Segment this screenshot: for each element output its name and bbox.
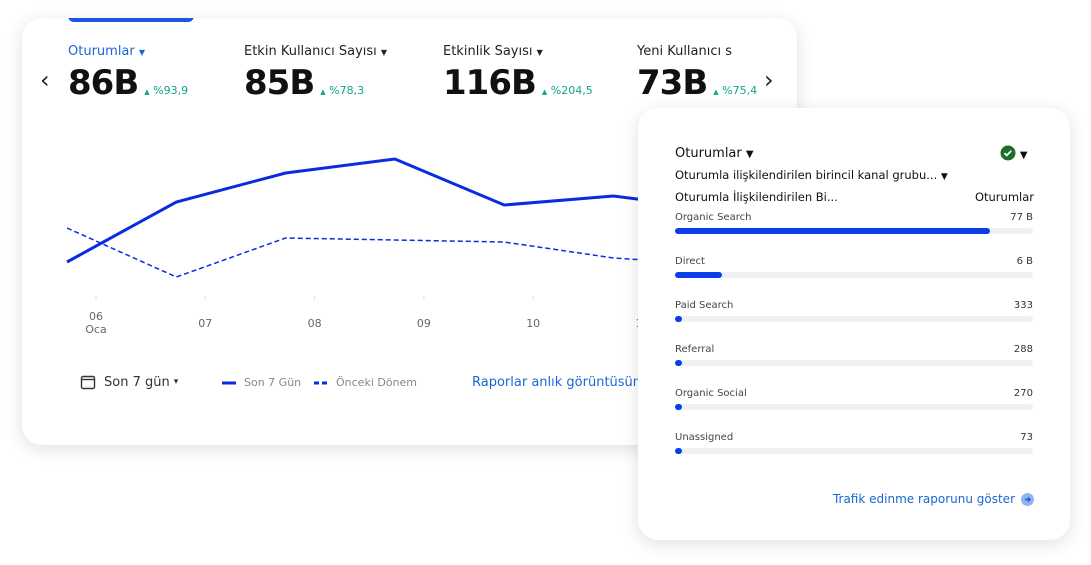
x-tick-label: 08 (307, 317, 322, 330)
traffic-report-label: Trafik edinme raporunu göster (832, 492, 1015, 506)
channel-value: 270 (1013, 388, 1033, 399)
channel-bar-fill (675, 360, 682, 366)
channel-value: 77 B (1010, 212, 1033, 223)
metric-value: 85B (244, 63, 315, 103)
metric-value: 116B (443, 63, 537, 103)
chevron-left-icon[interactable]: ‹ (40, 66, 50, 94)
x-tick-label: 10 (526, 317, 541, 330)
legend-current: Son 7 Gün (222, 376, 301, 389)
channel-bar-fill (675, 448, 682, 454)
metric-label: Yeni Kullanıcı s (637, 44, 733, 59)
metric-label: Oturumlar ▼ (68, 44, 146, 59)
arrow-up-icon: ▲ (320, 88, 326, 96)
channel-label: Direct (675, 256, 705, 267)
metric-change: ▲ %93,9 (144, 84, 189, 97)
metric-selector-label: Oturumlar (675, 146, 742, 161)
metric-change: ▲ %78,3 (320, 84, 365, 97)
channel-label: Organic Search (675, 212, 752, 223)
metric-value: 73B (637, 63, 708, 103)
channel-bar-track (675, 272, 1033, 278)
solid-line-icon (222, 381, 236, 384)
channel-label: Organic Social (675, 388, 747, 399)
channel-row[interactable]: Referral 288 (675, 344, 1033, 366)
metric-change: ▲ %204,5 (541, 84, 593, 97)
channel-card: Oturumlar ▼ ▼ Oturumla ilişkilendirilen … (638, 108, 1070, 540)
channel-row[interactable]: Paid Search 333 (675, 300, 1033, 322)
metric-0[interactable]: Oturumlar ▼ 86B ▲ %93,9 (68, 44, 188, 103)
metric-value: 86B (68, 63, 139, 103)
channel-bar-track (675, 316, 1033, 322)
date-range-label: Son 7 gün (104, 374, 170, 390)
status-menu[interactable]: ▼ (1000, 145, 1028, 164)
channel-row[interactable]: Organic Search 77 B (675, 212, 1033, 234)
arrow-up-icon: ▲ (144, 88, 150, 96)
channel-bar-track (675, 360, 1033, 366)
channel-value: 288 (1013, 344, 1033, 355)
legend-previous: Önceki Dönem (314, 376, 417, 389)
date-range-selector[interactable]: Son 7 gün ▾ (80, 374, 178, 390)
metric-selector[interactable]: Oturumlar ▼ (675, 146, 754, 161)
metric-change: ▲ %75,4 (713, 84, 758, 97)
metric-label: Etkin Kullanıcı Sayısı ▼ (244, 44, 388, 59)
channel-bar-fill (675, 316, 682, 322)
caret-down-icon: ▼ (1019, 150, 1028, 161)
metric-2[interactable]: Etkinlik Sayısı ▼ 116B ▲ %204,5 (443, 44, 593, 103)
arrow-circle-icon (1021, 492, 1034, 506)
legend-previous-label: Önceki Dönem (336, 376, 418, 389)
legend-current-label: Son 7 Gün (244, 376, 302, 389)
column-metric: Oturumlar (974, 190, 1034, 204)
channel-bar-track (675, 448, 1033, 454)
dimension-selector-label: Oturumla ilişkilendirilen birincil kanal… (675, 168, 938, 182)
caret-down-icon: ▼ (745, 149, 754, 160)
snapshot-link[interactable]: Raporlar anlık görüntüsün (472, 375, 642, 390)
caret-down-icon: ▼ (380, 48, 388, 57)
channel-value: 333 (1013, 300, 1033, 311)
channel-value: 73 (1020, 432, 1033, 443)
x-tick-label: 07 (198, 317, 213, 330)
caret-down-icon: ▾ (173, 377, 179, 387)
metric-3[interactable]: Yeni Kullanıcı s 73B ▲ %75,4 (637, 44, 757, 103)
active-tab-indicator (68, 18, 194, 22)
x-tick-label: 09 (416, 317, 431, 330)
channel-row[interactable]: Organic Social 270 (675, 388, 1033, 410)
caret-down-icon: ▼ (940, 172, 948, 182)
channel-bar-track (675, 228, 1033, 234)
channel-label: Referral (675, 344, 715, 355)
metric-label: Etkinlik Sayısı ▼ (443, 44, 543, 59)
traffic-report-link[interactable]: Trafik edinme raporunu göster (833, 492, 1034, 506)
caret-down-icon: ▼ (138, 48, 146, 57)
chevron-right-icon[interactable]: › (764, 66, 774, 94)
dashed-line-icon (314, 381, 328, 384)
channel-label: Unassigned (675, 432, 734, 443)
channel-bar-fill (675, 228, 991, 234)
channel-bar-track (675, 404, 1033, 410)
series-line-current (66, 157, 723, 264)
calendar-icon (80, 375, 96, 390)
arrow-up-icon: ▲ (713, 88, 719, 96)
dimension-selector[interactable]: Oturumla ilişkilendirilen birincil kanal… (675, 168, 948, 182)
channel-bar-fill (675, 404, 682, 410)
column-dimension: Oturumla İlişkilendirilen Bi... (675, 190, 838, 204)
channel-value: 6 B (1016, 256, 1033, 267)
metric-1[interactable]: Etkin Kullanıcı Sayısı ▼ 85B ▲ %78,3 (244, 44, 387, 103)
channel-row[interactable]: Unassigned 73 (675, 432, 1033, 454)
series-line-previous (66, 227, 723, 278)
x-tick-label: 06 Oca (85, 310, 107, 336)
caret-down-icon: ▼ (536, 48, 543, 57)
channel-row[interactable]: Direct 6 B (675, 256, 1033, 278)
check-circle-icon (1000, 145, 1016, 161)
arrow-up-icon: ▲ (541, 88, 548, 96)
channel-bar-fill (675, 272, 722, 278)
channel-label: Paid Search (675, 300, 734, 311)
